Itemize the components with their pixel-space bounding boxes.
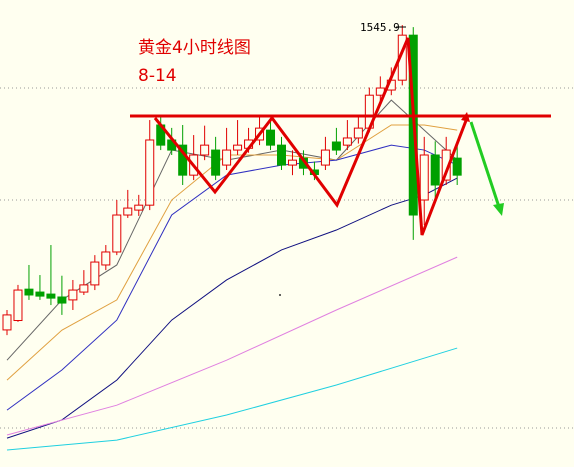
candle-body [112,214,122,253]
candle-body [145,139,155,206]
chart-title: 黄金4小时线图 [138,38,251,58]
dot [279,294,281,296]
moving-average [6,124,458,381]
moving-average [6,177,458,439]
zigzag [153,37,469,236]
candle-body [419,154,429,201]
high-label: 1545.9 [360,21,400,34]
forecast-arrow [469,121,501,208]
candle-body [13,289,23,322]
candle-body [320,149,330,166]
candle-body [134,204,144,211]
candle-body [24,288,34,296]
candle-body [79,284,89,293]
candle-body [331,141,341,151]
candle-body [277,144,286,166]
zigzag-arrowhead [461,112,470,122]
moving-average [6,256,458,436]
candle-body [222,149,232,166]
candle-body [68,289,78,301]
moving-average [6,144,458,411]
candle-body [90,261,100,286]
candle-body [178,144,188,176]
candle-body [57,296,67,304]
candle-body [430,154,440,186]
candle-body [233,144,243,151]
candle-body [46,293,56,299]
moving-average [6,347,458,451]
candle-body [342,137,352,146]
forecast-arrowhead [493,203,504,216]
candle-body [353,127,363,139]
candle-body [101,251,111,266]
candle-body [2,314,12,331]
candle-body [266,129,276,146]
candle-body [35,291,45,297]
chart-subtitle: 8-14 [138,66,177,86]
candle-body [452,157,462,176]
candle-body [200,144,210,156]
candle-body [211,149,221,176]
candle-body [123,207,133,216]
candle-body [287,159,297,166]
